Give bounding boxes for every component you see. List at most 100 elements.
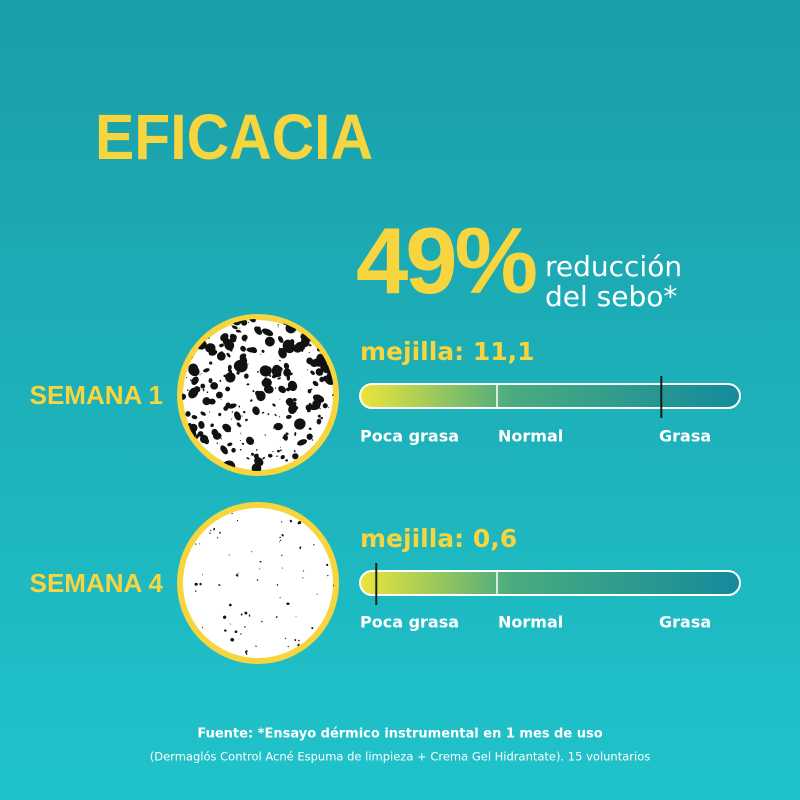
speckle: [287, 401, 293, 407]
speckle: [242, 410, 246, 414]
scale-label: Poca grasa: [360, 613, 459, 632]
speckle: [231, 325, 238, 330]
speckle: [224, 426, 232, 433]
speckle: [213, 527, 216, 531]
speckle: [287, 380, 298, 392]
speckle: [245, 652, 248, 655]
speckle: [302, 577, 304, 579]
speckle: [297, 643, 300, 647]
speckle: [279, 446, 281, 448]
speckle: [225, 372, 236, 383]
speckle: [310, 388, 313, 391]
speckle: [209, 532, 211, 534]
speckle: [256, 579, 259, 581]
speckle: [245, 436, 255, 445]
speckle: [246, 383, 250, 386]
speckle: [285, 459, 288, 462]
speckle: [202, 388, 205, 392]
speckle: [292, 401, 297, 406]
speckle: [225, 386, 231, 392]
speckle: [188, 423, 192, 427]
speckle: [212, 350, 214, 352]
speckle: [256, 326, 261, 331]
speckle: [193, 386, 201, 393]
speckle: [279, 416, 281, 418]
speckle: [294, 432, 297, 436]
speckle: [250, 399, 253, 402]
scale-label: Grasa: [659, 427, 711, 446]
speckle: [312, 380, 319, 387]
speckle: [294, 406, 299, 410]
speckle: [307, 389, 312, 394]
speckle: [209, 346, 211, 348]
speckle: [199, 374, 201, 376]
speckle: [245, 418, 248, 422]
speckle: [208, 398, 216, 405]
speckle: [210, 423, 214, 428]
speckle: [195, 543, 197, 545]
speckle: [206, 391, 209, 394]
speckle: [248, 614, 251, 617]
speckle: [186, 389, 189, 392]
speckle: [191, 415, 198, 420]
speckle: [260, 353, 262, 355]
speckle: [223, 405, 229, 411]
speckle: [261, 620, 263, 623]
speckle: [300, 344, 306, 351]
headline-text: del sebo*: [545, 280, 677, 313]
speckle: [216, 351, 226, 361]
speckle: [273, 422, 283, 431]
speckle: [332, 394, 334, 396]
speckle: [208, 349, 210, 351]
speckle: [283, 362, 290, 370]
speckle: [251, 551, 253, 553]
speckle: [267, 453, 273, 458]
speckle: [272, 403, 276, 407]
speckle: [199, 582, 202, 586]
speckle: [261, 411, 265, 414]
speckle: [292, 453, 299, 460]
speckle: [261, 378, 272, 388]
speckle: [220, 438, 222, 440]
speckle: [278, 385, 287, 394]
gauge: [359, 563, 741, 605]
speckle: [236, 422, 241, 428]
speckle: [327, 575, 329, 577]
reading: mejilla: 0,6: [360, 524, 517, 553]
speckle: [313, 544, 315, 546]
speckle: [316, 418, 322, 425]
scale-label: Poca grasa: [360, 427, 459, 446]
speckle: [201, 373, 203, 375]
speckle: [219, 351, 224, 356]
speckle: [287, 646, 290, 648]
scale-label: Grasa: [659, 613, 711, 632]
speckle: [322, 403, 328, 409]
speckle: [255, 449, 258, 451]
speckle: [230, 637, 235, 642]
reading: mejilla: 11,1: [360, 337, 535, 366]
speckle: [286, 602, 290, 606]
speckle: [290, 339, 295, 345]
speckle: [191, 376, 199, 385]
speckle: [218, 412, 222, 417]
speckle: [277, 449, 280, 453]
footer: (Dermaglós Control Acné Espuma de limpie…: [150, 750, 650, 764]
speckle: [301, 337, 306, 343]
speckle: [310, 370, 315, 375]
speckle: [319, 376, 325, 383]
speckle: [308, 351, 310, 353]
speckle: [285, 432, 289, 435]
speckle: [215, 391, 223, 399]
speckle: [278, 336, 284, 343]
speckle: [306, 433, 313, 440]
speckle: [216, 442, 219, 445]
speckle: [241, 415, 243, 417]
speckle: [240, 633, 242, 635]
speckle: [228, 554, 230, 556]
speckle: [190, 379, 192, 381]
gauge-bar: [359, 383, 741, 409]
speckle: [327, 407, 329, 409]
speckle: [279, 541, 281, 543]
speckles: [182, 319, 334, 471]
speckle: [247, 363, 249, 365]
